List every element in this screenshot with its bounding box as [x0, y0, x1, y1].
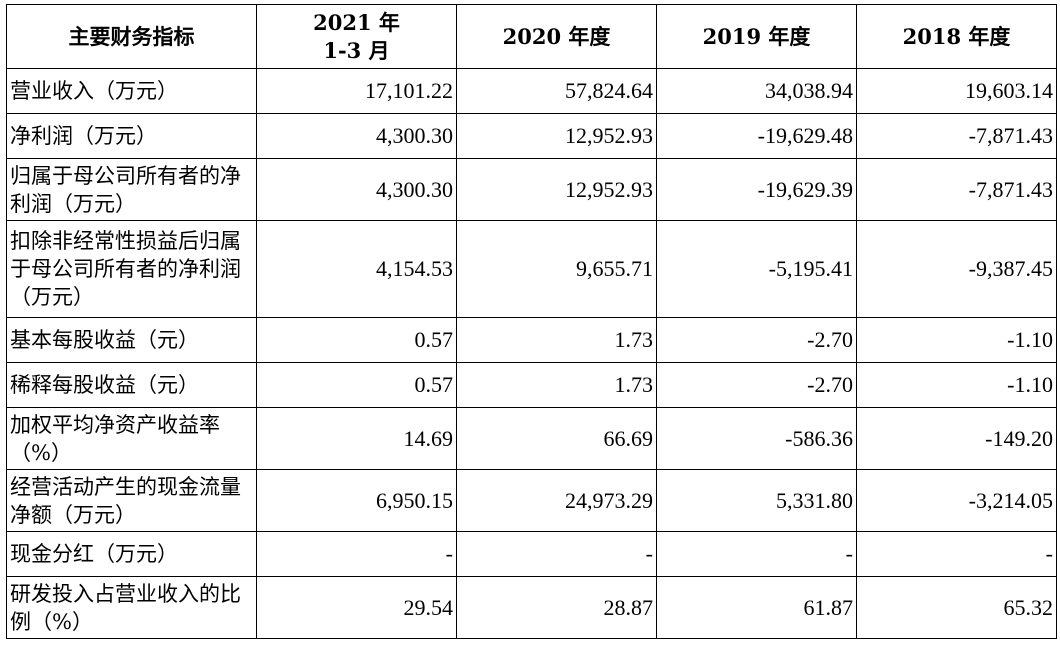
table-row: 研发投入占营业收入的比例（%） 29.54 28.87 61.87 65.32: [6, 576, 1057, 639]
cell-value: -: [456, 531, 657, 577]
row-label: 基本每股收益（元）: [6, 317, 257, 363]
header-indicator: 主要财务指标: [6, 4, 257, 69]
row-label: 营业收入（万元）: [6, 68, 257, 114]
cell-value: 65.32: [856, 576, 1057, 639]
cell-value: -2.70: [656, 362, 857, 408]
row-label: 扣除非经常性损益后归属于母公司所有者的净利润（万元）: [6, 220, 257, 318]
row-label: 稀释每股收益（元）: [6, 362, 257, 408]
table-row: 基本每股收益（元） 0.57 1.73 -2.70 -1.10: [6, 317, 1057, 363]
cell-value: 5,331.80: [656, 469, 857, 532]
row-label: 研发投入占营业收入的比例（%）: [6, 576, 257, 639]
cell-value: -7,871.43: [856, 158, 1057, 221]
cell-value: 28.87: [456, 576, 657, 639]
table-row: 营业收入（万元） 17,101.22 57,824.64 34,038.94 1…: [6, 68, 1057, 114]
cell-value: -5,195.41: [656, 220, 857, 318]
cell-value: 61.87: [656, 576, 857, 639]
cell-value: 4,154.53: [256, 220, 457, 318]
header-2019: 2019 年度: [656, 4, 857, 69]
cell-value: 6,950.15: [256, 469, 457, 532]
cell-value: 1.73: [456, 317, 657, 363]
cell-value: -19,629.39: [656, 158, 857, 221]
cell-value: -149.20: [856, 407, 1057, 470]
table-row: 现金分红（万元） - - - -: [6, 531, 1057, 577]
header-2018: 2018 年度: [856, 4, 1057, 69]
cell-value: 34,038.94: [656, 68, 857, 114]
cell-value: -1.10: [856, 362, 1057, 408]
cell-value: -3,214.05: [856, 469, 1057, 532]
cell-value: -586.36: [656, 407, 857, 470]
cell-value: 66.69: [456, 407, 657, 470]
cell-value: -: [656, 531, 857, 577]
header-2021q1: 2021 年 1-3 月: [256, 4, 457, 69]
table-row: 扣除非经常性损益后归属于母公司所有者的净利润（万元） 4,154.53 9,65…: [6, 220, 1057, 318]
row-label: 归属于母公司所有者的净利润（万元）: [6, 158, 257, 221]
cell-value: -2.70: [656, 317, 857, 363]
header-2020: 2020 年度: [456, 4, 657, 69]
table-row: 加权平均净资产收益率（%） 14.69 66.69 -586.36 -149.2…: [6, 407, 1057, 470]
cell-value: 24,973.29: [456, 469, 657, 532]
cell-value: 0.57: [256, 362, 457, 408]
cell-value: 14.69: [256, 407, 457, 470]
cell-value: -: [856, 531, 1057, 577]
cell-value: 29.54: [256, 576, 457, 639]
cell-value: 4,300.30: [256, 158, 457, 221]
table-row: 稀释每股收益（元） 0.57 1.73 -2.70 -1.10: [6, 362, 1057, 408]
header-row: 主要财务指标 2021 年 1-3 月 2020 年度 2019 年度 2018 …: [6, 4, 1057, 69]
row-label: 现金分红（万元）: [6, 531, 257, 577]
cell-value: 12,952.93: [456, 113, 657, 159]
row-label: 经营活动产生的现金流量净额（万元）: [6, 469, 257, 532]
cell-value: -1.10: [856, 317, 1057, 363]
cell-value: 0.57: [256, 317, 457, 363]
cell-value: 19,603.14: [856, 68, 1057, 114]
cell-value: -: [256, 531, 457, 577]
cell-value: 4,300.30: [256, 113, 457, 159]
row-label: 加权平均净资产收益率（%）: [6, 407, 257, 470]
financial-indicators-table: 主要财务指标 2021 年 1-3 月 2020 年度 2019 年度 2018 …: [6, 4, 1057, 639]
cell-value: 17,101.22: [256, 68, 457, 114]
cell-value: -19,629.48: [656, 113, 857, 159]
cell-value: 9,655.71: [456, 220, 657, 318]
row-label: 净利润（万元）: [6, 113, 257, 159]
table-row: 归属于母公司所有者的净利润（万元） 4,300.30 12,952.93 -19…: [6, 158, 1057, 221]
cell-value: -7,871.43: [856, 113, 1057, 159]
table-row: 经营活动产生的现金流量净额（万元） 6,950.15 24,973.29 5,3…: [6, 469, 1057, 532]
cell-value: -9,387.45: [856, 220, 1057, 318]
cell-value: 12,952.93: [456, 158, 657, 221]
table-row: 净利润（万元） 4,300.30 12,952.93 -19,629.48 -7…: [6, 113, 1057, 159]
cell-value: 1.73: [456, 362, 657, 408]
cell-value: 57,824.64: [456, 68, 657, 114]
